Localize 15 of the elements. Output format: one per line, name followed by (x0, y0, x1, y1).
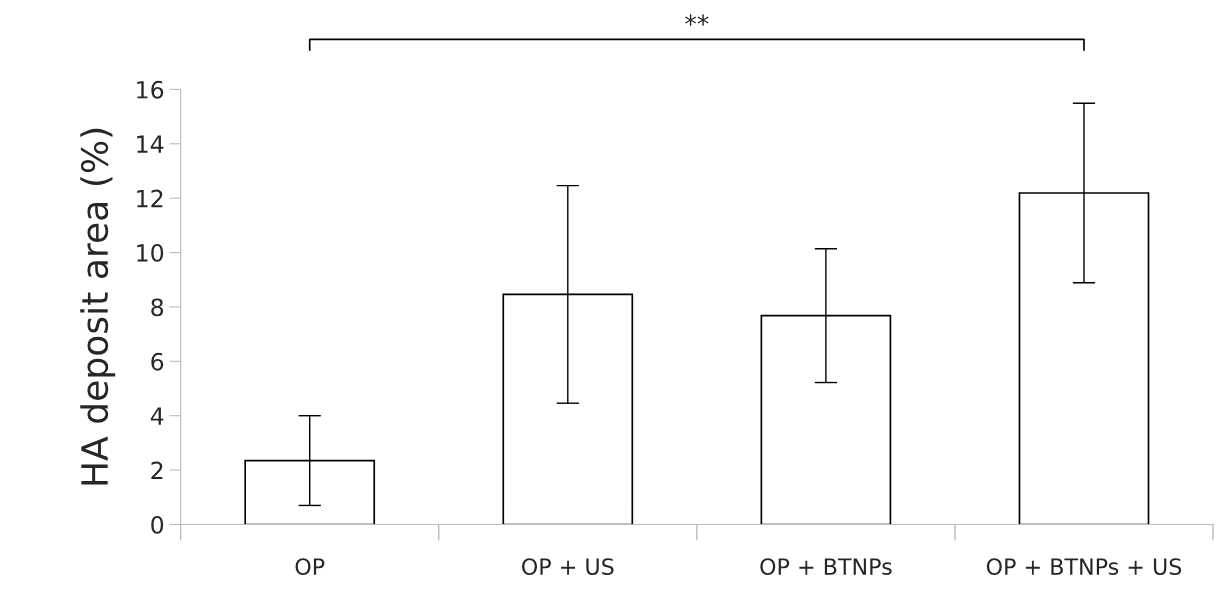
x-tick-label: OP (295, 558, 325, 576)
y-tick-label: 2 (151, 461, 163, 480)
x-tick-label: OP + BTNPs (760, 558, 892, 576)
y-tick-label: 8 (151, 298, 164, 317)
y-tick-label: 12 (137, 189, 163, 208)
y-tick-label: 0 (151, 515, 164, 534)
y-tick-label: 4 (150, 407, 164, 425)
y-tick-label: 6 (151, 352, 164, 371)
x-tick-label: OP + US (522, 558, 614, 576)
y-tick-label: 16 (137, 80, 164, 99)
y-axis-title: HA deposit area (%) (80, 128, 116, 485)
x-tick-label: OP + BTNPs + US (986, 558, 1182, 576)
y-tick-label: 14 (137, 135, 164, 153)
y-tick-label: 10 (137, 244, 164, 262)
text: ** (685, 14, 709, 26)
